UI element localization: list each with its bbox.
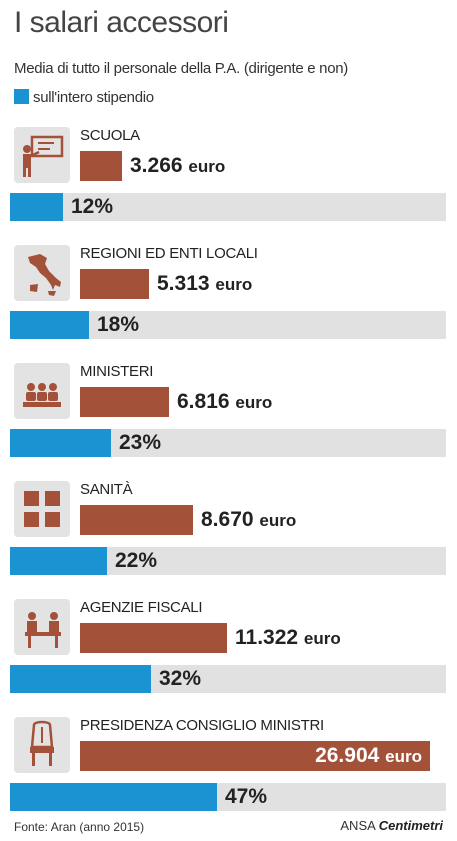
category-label: PRESIDENZA CONSIGLIO MINISTRI [80,717,324,734]
legend-label: sull'intero stipendio [33,89,154,106]
value-bar [80,151,122,181]
brand-logo: ANSA Centimetri [340,818,443,833]
value-number: 6.816 [177,390,230,413]
value-label: 3.266 euro [130,154,225,178]
value-label: 6.816 euro [177,390,272,414]
value-label: 5.313 euro [157,272,252,296]
meeting-people-icon [14,363,70,419]
percent-track [10,193,446,221]
chart-title: I salari accessori [14,6,229,39]
value-number: 26.904 [315,744,380,767]
percent-bar [10,193,63,221]
category-label: REGIONI ED ENTI LOCALI [80,245,258,262]
brand-ansa: ANSA [340,818,376,833]
icon-box [14,481,70,537]
value-bar [80,623,227,653]
chart-section: AGENZIE FISCALI 11.322 euro 32% [0,599,457,709]
value-label: 26.904 euro [315,744,422,768]
value-number: 11.322 [235,626,299,649]
chart-section: MINISTERI 6.816 euro 23% [0,363,457,473]
value-unit: euro [303,629,341,648]
medical-cross-icon [14,481,70,537]
legend-swatch [14,89,29,104]
value-bar [80,741,430,771]
chart-section: PRESIDENZA CONSIGLIO MINISTRI 26.904 euro… [0,717,457,827]
value-unit: euro [215,275,253,294]
percent-label: 12% [71,195,114,218]
value-number: 8.670 [201,508,254,531]
category-label: SANITÀ [80,481,133,498]
chart-section: REGIONI ED ENTI LOCALI 5.313 euro 18% [0,245,457,355]
chart-section: SCUOLA 3.266 euro 12% [0,127,457,237]
value-number: 5.313 [157,272,210,295]
teacher-blackboard-icon [14,127,70,183]
value-bar [80,505,193,535]
value-label: 8.670 euro [201,508,296,532]
value-unit: euro [385,747,422,766]
value-number: 3.266 [130,154,183,177]
value-bar [80,387,169,417]
category-label: MINISTERI [80,363,154,380]
percent-bar [10,429,111,457]
value-unit: euro [259,511,297,530]
chart-subtitle: Media di tutto il personale della P.A. (… [14,60,348,77]
chart-section: SANITÀ 8.670 euro 22% [0,481,457,591]
category-label: SCUOLA [80,127,140,144]
source-note: Fonte: Aran (anno 2015) [14,820,145,834]
icon-box [14,717,70,773]
icon-box [14,363,70,419]
percent-bar [10,665,151,693]
italy-map-icon [14,245,70,301]
office-desk-icon [14,599,70,655]
brand-centimetri: Centimetri [378,818,443,833]
percent-label: 23% [119,431,162,454]
category-label: AGENZIE FISCALI [80,599,203,616]
throne-chair-icon [14,717,70,773]
percent-bar [10,311,89,339]
icon-box [14,127,70,183]
value-unit: euro [235,393,273,412]
percent-label: 22% [115,549,158,572]
icon-box [14,599,70,655]
percent-bar [10,547,107,575]
value-unit: euro [188,157,226,176]
percent-label: 18% [97,313,140,336]
icon-box [14,245,70,301]
percent-label: 47% [225,785,268,808]
value-label: 11.322 euro [235,626,341,650]
percent-bar [10,783,217,811]
legend: sull'intero stipendio [14,89,154,106]
percent-label: 32% [159,667,202,690]
value-bar [80,269,149,299]
